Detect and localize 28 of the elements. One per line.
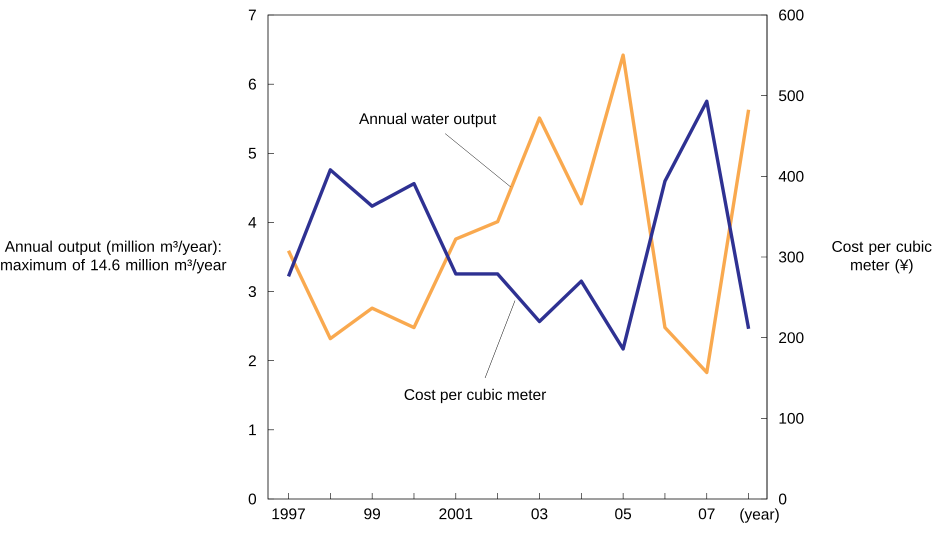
x-tick-label: 07 (698, 508, 715, 520)
y-tick-label: 6 (248, 78, 256, 90)
text: Cost per cubic meter (404, 388, 546, 404)
x-tick-label: 1997 (272, 508, 305, 520)
line-series (286, 53, 750, 374)
y-tick-label: 2 (248, 355, 256, 366)
y2-tick-label: 0 (778, 494, 786, 504)
y-tick-label: 4 (248, 217, 256, 228)
x-tick-label: 03 (531, 508, 548, 520)
x-tick-label: 2001 (439, 508, 472, 520)
x-axis-title: (year) (740, 508, 779, 523)
y2-tick-label: 600 (779, 10, 804, 20)
y2-tick-label: 500 (778, 90, 804, 102)
y2-tick-label: 200 (779, 332, 804, 344)
y2-axis-title: Cost per cubic meter (¥) (832, 240, 932, 274)
y-tick-label: 5 (248, 148, 256, 159)
x-tick-label: 05 (615, 508, 632, 520)
y-axis-title: Annual output (million m³/year): maximum of 14.6 million m³/year (1, 240, 226, 274)
y-tick-label: 0 (248, 494, 256, 504)
y2-tick-label: 400 (778, 170, 804, 182)
text: Annual water output (359, 112, 496, 128)
y-tick-label: 7 (248, 10, 256, 20)
line-series (286, 100, 750, 351)
y2-tick-label: 300 (778, 252, 804, 262)
x-tick-label: 99 (364, 508, 380, 520)
y-tick-label: 1 (249, 424, 256, 436)
y-tick-label: 3 (248, 286, 256, 298)
y2-tick-label: 100 (780, 412, 804, 424)
